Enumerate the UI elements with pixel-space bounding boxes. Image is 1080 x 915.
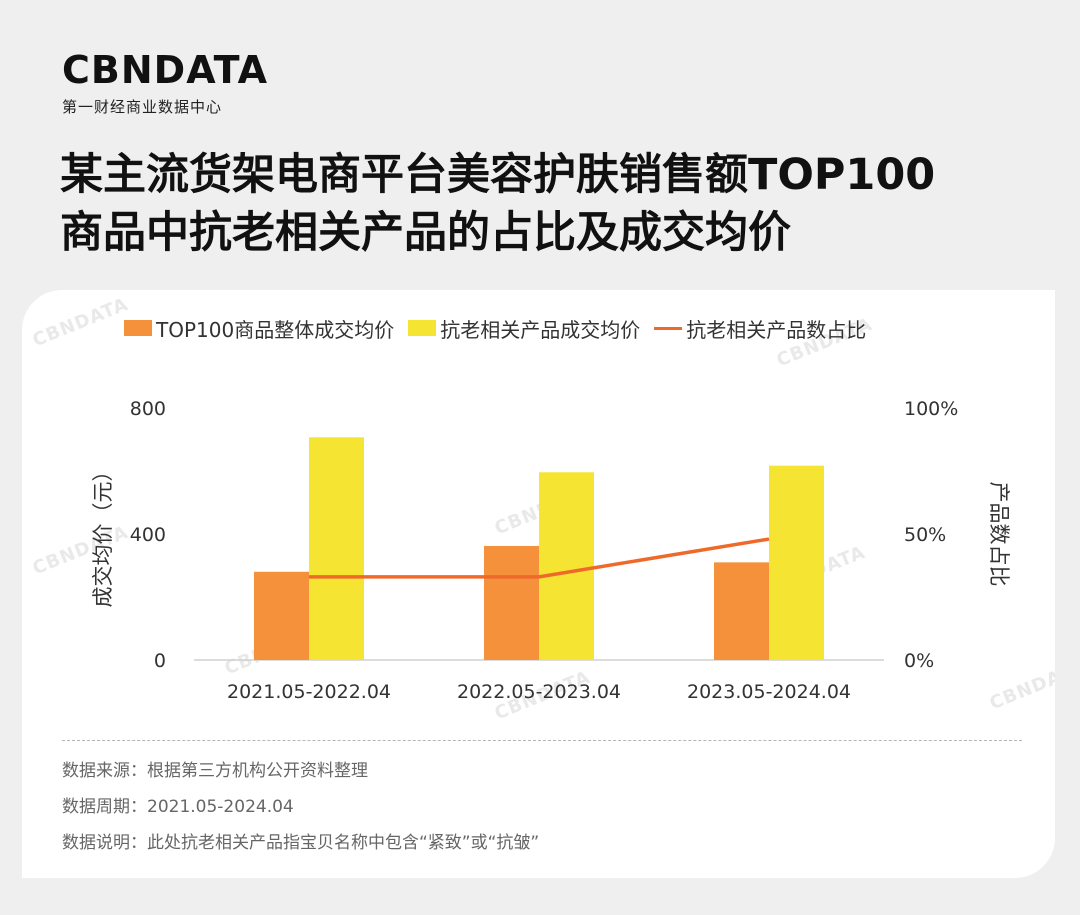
chart-legend: TOP100商品整体成交均价 抗老相关产品成交均价 抗老相关产品数占比 [124, 313, 866, 343]
y2-tick-label: 0% [904, 650, 934, 672]
chart-notes: 数据来源：根据第三方机构公开资料整理 数据周期：2021.05-2024.04 … [62, 753, 539, 861]
divider [62, 740, 1022, 741]
legend-swatch [124, 320, 152, 336]
logo-subtitle: 第一财经商业数据中心 [62, 98, 223, 116]
legend-label: 抗老相关产品数占比 [686, 317, 867, 342]
logo: CBNDATA 第一财经商业数据中心 [62, 50, 268, 117]
legend-line-swatch [654, 326, 683, 330]
legend-swatch [408, 320, 437, 336]
y2-tick-label: 50% [904, 524, 946, 546]
logo-text: CBNDATA [62, 48, 269, 92]
chart-card: CBNDATA CBNDATA CBNDATA CBNDATA CBNDATA … [22, 290, 1055, 878]
bar-antiaging-avg-price [309, 437, 364, 660]
y2-tick-label: 100% [904, 398, 958, 420]
y-tick-label: 400 [130, 524, 166, 546]
y-tick-label: 0 [154, 650, 166, 672]
bar-overall-avg-price [484, 545, 539, 660]
title-line-2: 商品中抗老相关产品的占比及成交均价 [60, 208, 791, 258]
bar-overall-avg-price [254, 571, 309, 660]
legend-label: TOP100商品整体成交均价 [156, 317, 395, 342]
x-tick-label: 2023.05-2024.04 [687, 681, 851, 703]
bar-overall-avg-price [714, 562, 769, 660]
legend-item: 抗老相关产品成交均价 [408, 314, 640, 343]
data-period: 数据周期：2021.05-2024.04 [62, 797, 294, 817]
data-description: 数据说明：此处抗老相关产品指宝贝名称中包含“紧致”或“抗皱” [62, 833, 540, 853]
y-tick-label: 800 [130, 398, 166, 420]
y2-axis-title: 产品数占比 [987, 482, 1011, 587]
x-tick-label: 2022.05-2023.04 [457, 681, 621, 703]
page-title: 某主流货架电商平台美容护肤销售额TOP100 商品中抗老相关产品的占比及成交均价 [60, 146, 1040, 262]
title-line-1: 某主流货架电商平台美容护肤销售额TOP100 [60, 150, 936, 200]
chart-plot: 0 400 800 0% 50% 100% 成交均价（元） 产品数占比 2021.05-2022… [91, 398, 1011, 703]
bar-antiaging-avg-price [539, 472, 594, 660]
y-axis-title: 成交均价（元） [91, 461, 115, 608]
bar-antiaging-avg-price [769, 465, 824, 660]
legend-item: 抗老相关产品数占比 [654, 314, 866, 343]
data-source: 数据来源：根据第三方机构公开资料整理 [62, 761, 368, 781]
x-tick-label: 2021.05-2022.04 [227, 681, 391, 703]
legend-label: 抗老相关产品成交均价 [440, 317, 641, 342]
legend-item: TOP100商品整体成交均价 [124, 314, 394, 343]
